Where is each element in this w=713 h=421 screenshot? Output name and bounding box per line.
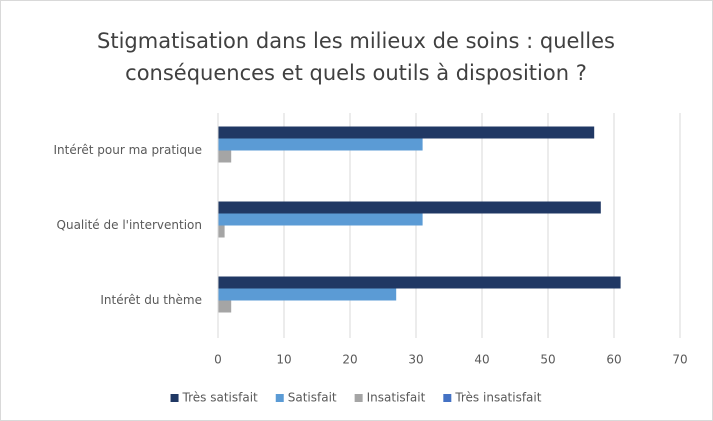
x-tick-label: 10 xyxy=(276,353,291,367)
chart-title: conséquences et quels outils à dispositi… xyxy=(125,61,587,85)
legend-marker xyxy=(170,394,179,402)
bar xyxy=(218,138,423,151)
y-tick-label: Intérêt du thème xyxy=(100,293,202,307)
y-tick-label: Qualité de l'intervention xyxy=(57,218,202,232)
legend-label: Insatisfait xyxy=(367,391,426,405)
legend-label: Très insatisfait xyxy=(454,391,541,405)
chart-title: Stigmatisation dans les milieux de soins… xyxy=(97,29,615,53)
bar xyxy=(218,213,423,226)
bar xyxy=(218,150,232,163)
x-tick-label: 40 xyxy=(474,353,489,367)
legend-label: Satisfait xyxy=(288,391,337,405)
bar xyxy=(218,201,601,214)
y-tick-label: Intérêt pour ma pratique xyxy=(53,143,202,157)
x-tick-label: 70 xyxy=(672,353,687,367)
legend-marker xyxy=(443,394,452,402)
x-tick-label: 20 xyxy=(342,353,357,367)
x-tick-label: 50 xyxy=(540,353,555,367)
bar xyxy=(218,300,232,313)
bar xyxy=(218,276,621,289)
bar xyxy=(218,225,225,238)
x-tick-label: 0 xyxy=(214,353,222,367)
bar xyxy=(218,288,397,301)
bar xyxy=(218,126,595,139)
x-tick-label: 60 xyxy=(606,353,621,367)
legend-label: Très satisfait xyxy=(182,391,258,405)
x-tick-label: 30 xyxy=(408,353,423,367)
legend-marker xyxy=(275,394,284,402)
legend-marker xyxy=(354,394,363,402)
